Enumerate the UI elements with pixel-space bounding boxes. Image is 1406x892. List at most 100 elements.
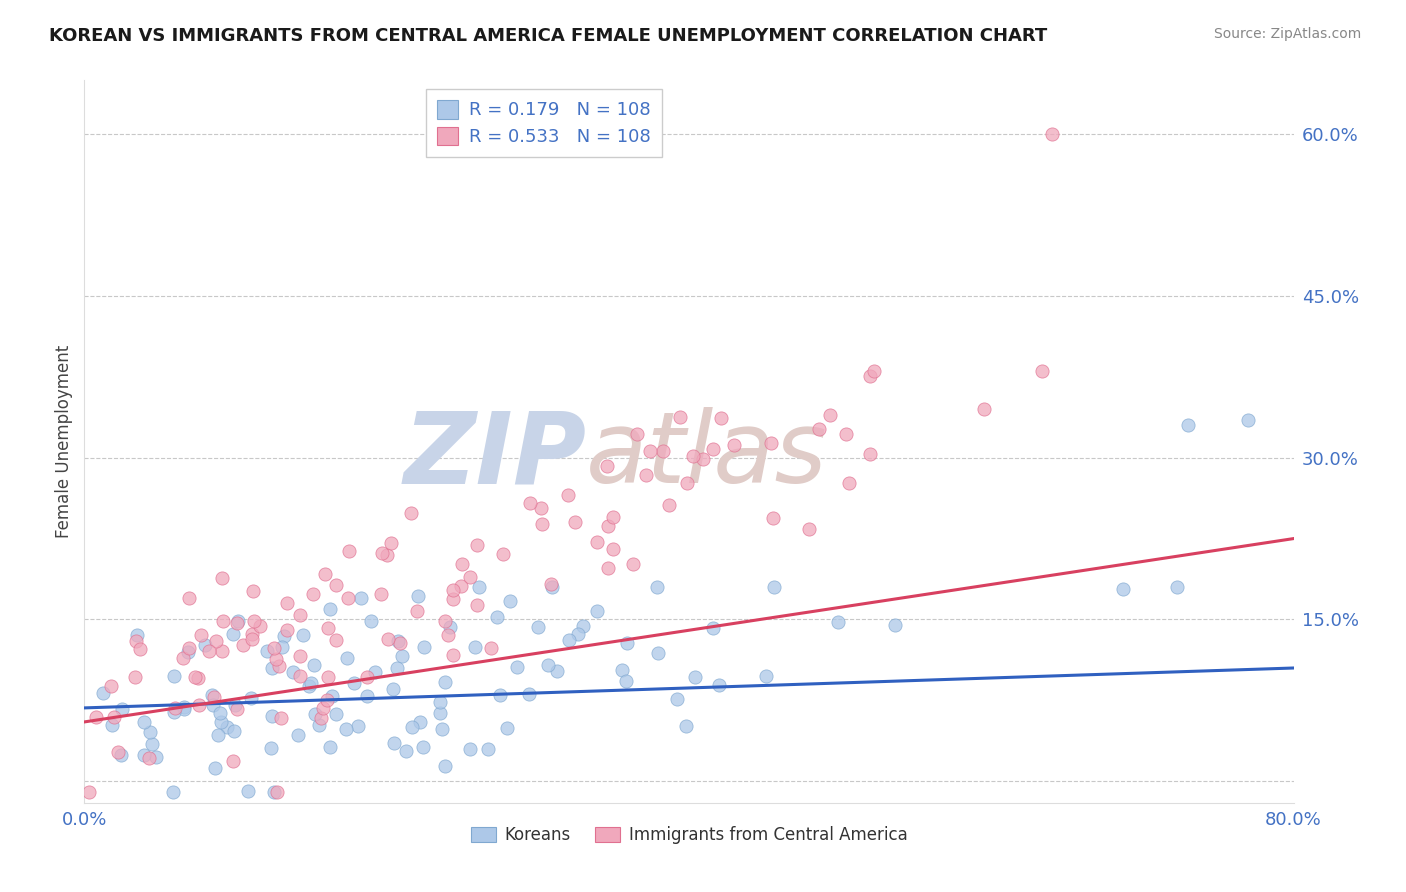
Point [249, 619, 271, 633]
Point [564, 516, 586, 530]
Point [530, 516, 553, 531]
Point [77, 785, 100, 799]
Point [616, 635, 638, 649]
Point [103, 710, 125, 724]
Point [198, 644, 221, 658]
Point [204, 761, 226, 775]
Point [299, 676, 322, 690]
Point [270, 711, 292, 725]
Point [276, 596, 298, 610]
Point [450, 558, 472, 572]
Point [586, 535, 609, 549]
Point [187, 671, 209, 685]
Point [304, 707, 326, 722]
Point [273, 629, 295, 643]
Point [297, 679, 319, 693]
Point [172, 651, 194, 665]
Point [464, 640, 486, 654]
Point [346, 719, 368, 733]
Point [596, 459, 619, 474]
Point [165, 701, 187, 715]
Point [288, 668, 311, 682]
Point [413, 640, 436, 655]
Point [337, 591, 360, 606]
Point [596, 519, 619, 533]
Point [450, 579, 472, 593]
Point [519, 496, 541, 510]
Point [884, 617, 907, 632]
Point [343, 675, 366, 690]
Point [212, 614, 235, 628]
Point [755, 669, 778, 683]
Point [399, 506, 422, 520]
Point [557, 488, 579, 502]
Point [1112, 582, 1135, 596]
Point [240, 627, 263, 641]
Point [262, 709, 284, 723]
Point [276, 623, 298, 637]
Point [335, 722, 357, 736]
Point [395, 744, 418, 758]
Point [612, 663, 634, 677]
Point [382, 736, 405, 750]
Point [325, 578, 347, 592]
Point [433, 614, 456, 628]
Point [486, 610, 509, 624]
Point [360, 614, 382, 628]
Point [290, 648, 312, 663]
Point [491, 547, 513, 561]
Point [519, 687, 541, 701]
Point [647, 646, 669, 660]
Point [267, 658, 290, 673]
Point [692, 452, 714, 467]
Point [124, 670, 146, 684]
Point [173, 700, 195, 714]
Point [477, 742, 499, 756]
Point [430, 723, 453, 737]
Point [236, 783, 259, 797]
Point [271, 640, 294, 654]
Point [401, 720, 423, 734]
Point [232, 639, 254, 653]
Point [665, 692, 688, 706]
Point [859, 369, 882, 384]
Point [626, 427, 648, 442]
Point [467, 580, 489, 594]
Point [184, 670, 207, 684]
Point [222, 754, 245, 768]
Point [638, 444, 661, 458]
Point [433, 674, 456, 689]
Point [263, 785, 285, 799]
Point [226, 614, 249, 628]
Point [132, 714, 155, 729]
Point [391, 648, 413, 663]
Point [336, 650, 359, 665]
Point [702, 621, 724, 635]
Point [224, 698, 246, 713]
Point [658, 498, 681, 512]
Point [498, 594, 520, 608]
Point [863, 364, 886, 378]
Point [707, 678, 730, 692]
Point [139, 725, 162, 739]
Point [596, 561, 619, 575]
Point [827, 615, 849, 629]
Point [226, 702, 249, 716]
Point [101, 718, 124, 732]
Point [675, 476, 697, 491]
Point [179, 591, 201, 605]
Point [616, 674, 638, 689]
Point [797, 522, 820, 536]
Point [546, 664, 568, 678]
Point [264, 652, 287, 666]
Point [337, 544, 360, 558]
Point [441, 592, 464, 607]
Point [370, 587, 392, 601]
Point [350, 591, 373, 605]
Point [858, 447, 880, 461]
Point [319, 740, 342, 755]
Point [314, 567, 336, 582]
Text: ZIP: ZIP [404, 408, 586, 505]
Point [818, 408, 841, 422]
Point [262, 660, 284, 674]
